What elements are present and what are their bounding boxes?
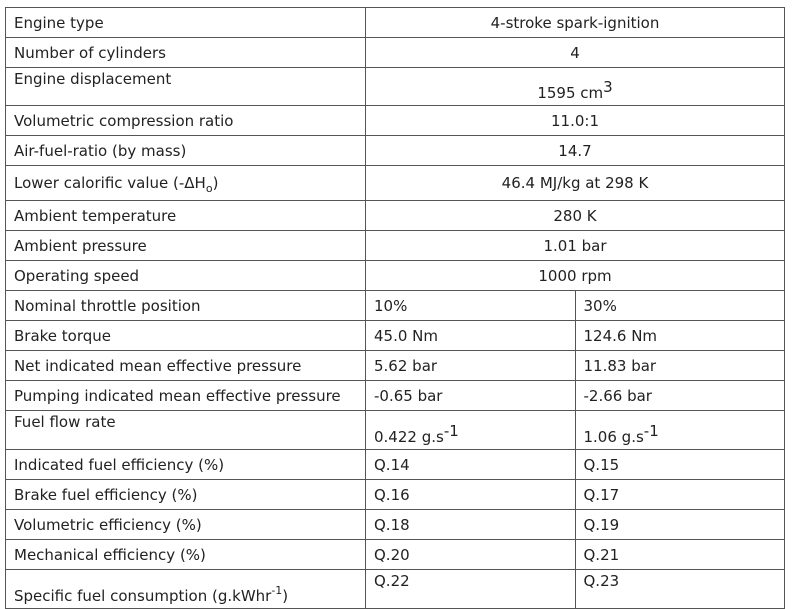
engine-spec-table: Engine type 4-stroke spark-ignition Numb… (5, 7, 785, 609)
value-10pct: Q.14 (365, 449, 576, 480)
value-30pct: Q.17 (574, 479, 785, 510)
table-row: Ambient temperature 280 K (5, 200, 785, 231)
row-label: Air-fuel-ratio (by mass) (5, 135, 366, 166)
table-row: Mechanical efficiency (%) Q.20 Q.21 (5, 539, 785, 570)
row-value: 1595 cm3 (365, 67, 785, 106)
value-30pct: 11.83 bar (574, 350, 785, 381)
row-label: Specific fuel consumption (g.kWhr-1) (5, 569, 366, 609)
label-subscript: o (205, 182, 213, 195)
row-label: Lower calorific value (-ΔHo) (5, 165, 366, 201)
table-row: Brake fuel efficiency (%) Q.16 Q.17 (5, 479, 785, 510)
value-10pct: Q.18 (365, 509, 576, 540)
row-label: Volumetric efficiency (%) (5, 509, 366, 540)
table-row: Brake torque 45.0 Nm 124.6 Nm (5, 320, 785, 351)
table-row: Volumetric efficiency (%) Q.18 Q.19 (5, 509, 785, 540)
value-30pct: 30% (574, 290, 785, 321)
row-label: Fuel flow rate (5, 410, 366, 450)
label-text: Specific fuel consumption (g.kWhr (14, 587, 272, 605)
value-10pct: Q.16 (365, 479, 576, 510)
row-value: 4-stroke spark-ignition (365, 7, 785, 38)
row-label: Engine displacement (5, 67, 366, 106)
value-10pct: -0.65 bar (365, 380, 576, 411)
value-30pct: Q.15 (574, 449, 785, 480)
value-30pct: 1.06 g.s-1 (574, 410, 785, 450)
value-10pct: 45.0 Nm (365, 320, 576, 351)
value-text: 1595 cm (537, 84, 604, 102)
row-label: Operating speed (5, 260, 366, 291)
table-row: Ambient pressure 1.01 bar (5, 230, 785, 261)
value-30pct: Q.21 (574, 539, 785, 570)
table-row: Net indicated mean effective pressure 5.… (5, 350, 785, 381)
value-superscript: -1 (643, 422, 659, 440)
value-10pct: 5.62 bar (365, 350, 576, 381)
label-closing: ) (282, 587, 289, 605)
row-label: Number of cylinders (5, 37, 366, 68)
value-text: 1.06 g.s (583, 428, 644, 446)
table-row: Volumetric compression ratio 11.0:1 (5, 105, 785, 136)
row-value: 1000 rpm (365, 260, 785, 291)
row-value: 14.7 (365, 135, 785, 166)
row-value: 4 (365, 37, 785, 68)
label-text: Lower calorific value (-ΔH (14, 174, 206, 192)
value-10pct: 10% (365, 290, 576, 321)
table-row: Engine type 4-stroke spark-ignition (5, 7, 785, 38)
row-label: Ambient pressure (5, 230, 366, 261)
value-30pct: 124.6 Nm (574, 320, 785, 351)
table-row: Nominal throttle position 10% 30% (5, 290, 785, 321)
row-label: Mechanical efficiency (%) (5, 539, 366, 570)
value-10pct: 0.422 g.s-1 (365, 410, 576, 450)
table-row: Specific fuel consumption (g.kWhr-1) Q.2… (5, 569, 785, 609)
table-row: Indicated fuel efficiency (%) Q.14 Q.15 (5, 449, 785, 480)
table-row: Fuel flow rate 0.422 g.s-1 1.06 g.s-1 (5, 410, 785, 450)
value-30pct: -2.66 bar (574, 380, 785, 411)
row-label: Ambient temperature (5, 200, 366, 231)
row-value: 11.0:1 (365, 105, 785, 136)
row-label: Net indicated mean effective pressure (5, 350, 366, 381)
table-row: Lower calorific value (-ΔHo) 46.4 MJ/kg … (5, 165, 785, 201)
row-label: Indicated fuel efficiency (%) (5, 449, 366, 480)
row-label: Engine type (5, 7, 366, 38)
value-30pct: Q.23 (574, 569, 785, 609)
row-label: Brake fuel efficiency (%) (5, 479, 366, 510)
row-label: Volumetric compression ratio (5, 105, 366, 136)
row-value: 1.01 bar (365, 230, 785, 261)
table-row: Operating speed 1000 rpm (5, 260, 785, 291)
row-label: Nominal throttle position (5, 290, 366, 321)
row-label: Brake torque (5, 320, 366, 351)
table-row: Engine displacement 1595 cm3 (5, 67, 785, 106)
value-10pct: Q.20 (365, 539, 576, 570)
value-30pct: Q.19 (574, 509, 785, 540)
value-superscript: -1 (443, 422, 459, 440)
table-row: Number of cylinders 4 (5, 37, 785, 68)
value-text: 0.422 g.s (374, 428, 444, 446)
value-superscript: 3 (603, 78, 613, 96)
value-10pct: Q.22 (365, 569, 576, 609)
table-row: Air-fuel-ratio (by mass) 14.7 (5, 135, 785, 166)
table-row: Pumping indicated mean effective pressur… (5, 380, 785, 411)
label-closing: ) (212, 174, 219, 192)
row-value: 280 K (365, 200, 785, 231)
row-value: 46.4 MJ/kg at 298 K (365, 165, 785, 201)
row-label: Pumping indicated mean effective pressur… (5, 380, 366, 411)
label-superscript: -1 (271, 584, 283, 597)
